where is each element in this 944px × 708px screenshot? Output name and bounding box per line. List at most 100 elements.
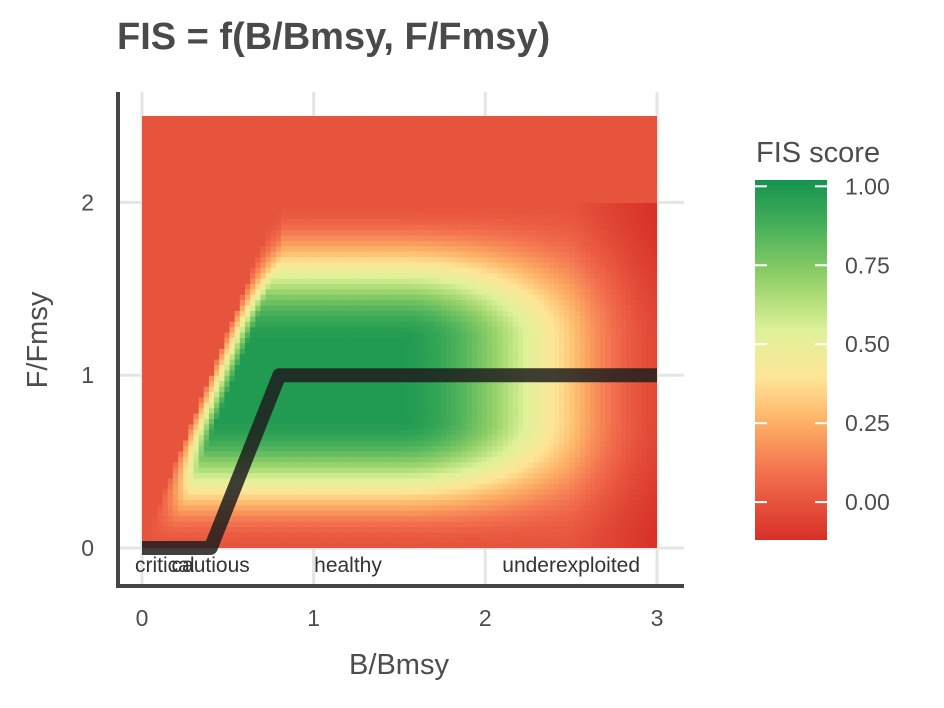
heatmap-cell [286,359,292,365]
heatmap-cell [260,364,267,371]
heatmap-cell [414,450,421,457]
heatmap-cell [445,542,452,548]
heatmap-cell [208,261,215,268]
heatmap-cell [229,342,236,349]
heatmap-cell [384,386,390,392]
heatmap-cell [219,272,225,279]
heatmap-cell [368,467,375,473]
heatmap-cell [332,494,339,500]
heatmap-cell [332,542,339,548]
heatmap-cell [404,359,411,365]
heatmap-cell [399,245,406,252]
heatmap-cell [188,272,195,279]
heatmap-cell [250,175,256,182]
heatmap-cell [440,467,447,473]
heatmap-cell [317,180,323,187]
heatmap-cell [157,315,164,322]
heatmap-cell [445,148,452,155]
heatmap-cell [245,224,251,230]
heatmap-cell [440,461,447,468]
heatmap-cell [420,310,426,317]
heatmap-cell [322,386,328,392]
heatmap-cell [425,272,431,279]
heatmap-cell [301,305,308,311]
heatmap-cell [183,305,189,311]
heatmap-cell [239,126,246,133]
heatmap-cell [378,499,385,506]
heatmap-cell [275,510,282,517]
heatmap-cell [451,132,457,139]
heatmap-cell [368,402,375,409]
heatmap-cell [193,180,200,187]
heatmap-cell [178,402,184,409]
heatmap-cell [203,197,210,203]
heatmap-cell [203,213,210,220]
heatmap-cell [162,294,169,301]
heatmap-cell [250,472,256,479]
heatmap-cell [270,224,277,230]
heatmap-cell [414,499,421,506]
heatmap-cell [420,245,426,252]
heatmap-cell [327,332,334,338]
heatmap-cell [172,369,179,376]
heatmap-cell [399,386,406,392]
heatmap-cell [451,402,457,409]
heatmap-cell [373,445,380,452]
heatmap-cell [384,531,390,538]
heatmap-cell [147,207,153,214]
heatmap-cell [456,332,462,338]
heatmap-cell [270,515,277,522]
heatmap-cell [157,375,164,382]
heatmap-cell [260,504,267,511]
heatmap-cell [193,526,200,533]
heatmap-cell [456,418,462,425]
heatmap-cell [389,207,395,214]
heatmap-cell [296,348,303,355]
heatmap-cell [394,510,401,517]
heatmap-cell [260,542,267,548]
heatmap-cell [414,186,421,193]
heatmap-cell [234,126,241,133]
heatmap-cell [317,488,323,495]
heatmap-cell [255,197,262,203]
heatmap-cell [142,477,148,484]
heatmap-cell [239,326,246,333]
heatmap-cell [378,413,385,419]
heatmap-cell [435,153,442,160]
heatmap-cell [353,337,359,344]
heatmap-cell [286,348,292,355]
heatmap-cell [255,137,262,144]
heatmap-cell [208,348,215,355]
heatmap-cell [172,278,179,284]
heatmap-cell [451,418,457,425]
heatmap-cell [255,342,262,349]
heatmap-cell [234,202,241,209]
heatmap-cell [188,494,195,500]
heatmap-cell [311,116,318,122]
heatmap-cell [311,272,318,279]
heatmap-cell [239,197,246,203]
heatmap-cell [358,305,365,311]
heatmap-cell [363,251,370,257]
heatmap-cell [208,488,215,495]
heatmap-cell [445,175,452,182]
heatmap-cell [152,348,159,355]
heatmap-cell [368,542,375,548]
heatmap-cell [317,326,323,333]
heatmap-cell [389,483,395,490]
heatmap-cell [172,386,179,392]
heatmap-cell [250,261,256,268]
heatmap-cell [435,197,442,203]
heatmap-cell [342,240,349,247]
heatmap-cell [430,510,437,517]
heatmap-cell [451,315,457,322]
heatmap-cell [198,467,205,473]
heatmap-cell [363,413,370,419]
heatmap-cell [451,423,457,430]
heatmap-cell [378,526,385,533]
heatmap-cell [157,386,164,392]
heatmap-cell [245,499,251,506]
heatmap-cell [260,445,267,452]
heatmap-cell [332,342,339,349]
heatmap-cell [342,445,349,452]
